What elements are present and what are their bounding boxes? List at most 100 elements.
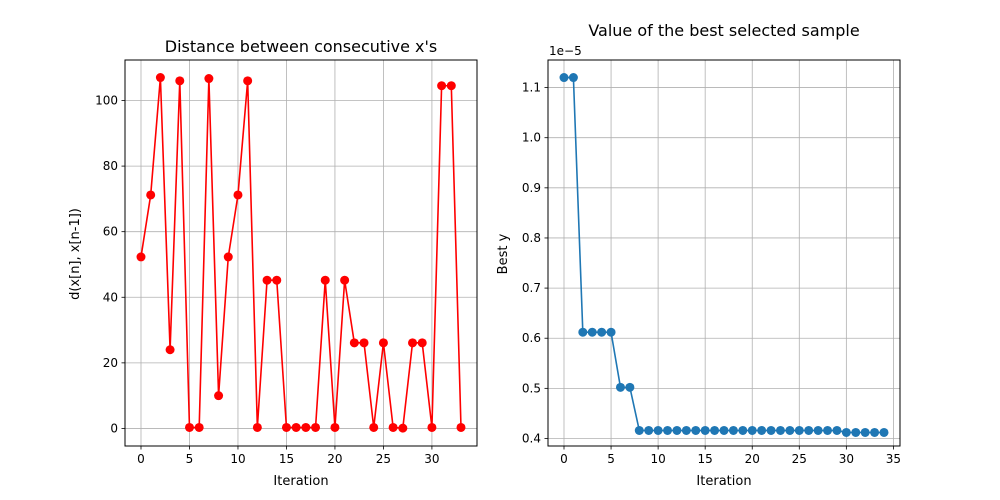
best-value-chart-data-point <box>663 425 673 435</box>
distance-chart-data-point <box>427 422 437 432</box>
distance-chart-data-point <box>175 76 185 86</box>
distance-chart: 0 5 10 15 20 25 30 0 20 40 60 80 100 Distance betwee… <box>68 37 478 489</box>
best-value-chart-data-point <box>606 327 616 337</box>
distance-chart-data-point <box>194 422 204 432</box>
best-value-chart-data-point <box>757 425 767 435</box>
distance-chart-data-point <box>262 275 272 285</box>
best-value-chart-data-point <box>644 425 654 435</box>
best-value-chart-data-point <box>832 425 842 435</box>
distance-chart-y-tick-label: 20 <box>103 356 118 370</box>
best-value-chart-x-tick-label: 15 <box>698 452 713 466</box>
distance-chart-data-point <box>369 422 379 432</box>
best-value-chart-y-tick-label: 0.5 <box>522 381 541 395</box>
best-value-chart-data-point <box>728 425 738 435</box>
distance-chart-data-point <box>408 338 418 348</box>
distance-chart-data-point <box>340 275 350 285</box>
distance-chart-data-point <box>136 252 146 262</box>
best-value-chart-data-point <box>710 425 720 435</box>
distance-chart-y-tick-label: 100 <box>95 94 118 108</box>
best-value-chart-data-point <box>738 425 748 435</box>
best-value-chart-x-tick-label: 5 <box>607 452 615 466</box>
distance-chart-x-tick-label: 20 <box>327 452 342 466</box>
distance-chart-x-tick-label: 5 <box>186 452 194 466</box>
distance-chart-x-tick-label: 30 <box>424 452 439 466</box>
distance-chart-data-point <box>359 338 369 348</box>
best-value-chart-data-point <box>625 382 635 392</box>
distance-chart-data-point <box>388 422 398 432</box>
best-value-chart-xlabel: Iteration <box>696 474 751 489</box>
distance-chart-grid <box>125 60 477 446</box>
best-value-chart-data-point <box>700 425 710 435</box>
best-value-chart-x-tick-label: 35 <box>886 452 901 466</box>
best-value-chart-data-point <box>813 425 823 435</box>
distance-chart-data-point <box>291 422 301 432</box>
distance-chart-data-point <box>378 338 388 348</box>
best-value-chart-frame <box>547 59 901 447</box>
best-value-chart-data-point <box>766 425 776 435</box>
best-value-chart-data-point <box>578 327 588 337</box>
best-value-chart-data-point <box>653 425 663 435</box>
best-value-chart-ticks: 0 5 10 15 20 25 30 35 0.4 0.5 0.6 0.7 0.8 0.9 1.0 1.1 <box>522 81 901 466</box>
best-value-chart-y-tick-label: 1.1 <box>522 81 541 95</box>
best-value-chart-data-point <box>794 425 804 435</box>
best-value-chart-data-point <box>851 427 861 437</box>
distance-chart-y-tick-label: 60 <box>103 225 118 239</box>
distance-chart-ticks: 0 5 10 15 20 25 30 0 20 40 60 80 100 <box>95 94 439 466</box>
best-value-chart-data-point <box>587 327 597 337</box>
best-value-chart-data-point <box>691 425 701 435</box>
distance-chart-data-point <box>398 423 408 433</box>
best-value-chart-data-point <box>870 427 880 437</box>
distance-chart-data-point <box>146 190 156 200</box>
best-value-chart-data-point <box>597 327 607 337</box>
distance-chart-x-tick-label: 15 <box>279 452 294 466</box>
best-value-chart-ylabel: Best y <box>496 233 511 274</box>
distance-chart-data-point <box>204 74 214 84</box>
distance-chart-data-point <box>252 422 262 432</box>
best-value-chart-data-point <box>672 425 682 435</box>
best-value-chart-data-point <box>785 425 795 435</box>
best-value-chart-data-point <box>634 425 644 435</box>
distance-chart-data-point <box>446 81 456 91</box>
distance-chart-data-point <box>155 73 165 83</box>
distance-chart-data-point <box>311 422 321 432</box>
best-value-chart: 0 5 10 15 20 25 30 35 0.4 0.5 0.6 0.7 0.8 0.9 1.0 1.1 V… <box>496 21 901 489</box>
best-value-chart-y-tick-label: 0.8 <box>522 231 541 245</box>
distance-chart-data-point <box>233 190 243 200</box>
best-value-chart-data-point <box>681 425 691 435</box>
distance-chart-ylabel: d(x[n], x[n-1]) <box>68 208 83 300</box>
best-value-chart-offset-text: 1e−5 <box>549 44 582 58</box>
best-value-chart-grid <box>548 60 900 446</box>
distance-chart-xlabel: Iteration <box>273 474 328 489</box>
best-value-chart-data-point <box>719 425 729 435</box>
best-value-chart-y-tick-label: 1.0 <box>522 131 541 145</box>
best-value-chart-data-point <box>775 425 785 435</box>
best-value-chart-title: Value of the best selected sample <box>588 21 859 40</box>
distance-chart-x-tick-label: 0 <box>137 452 145 466</box>
best-value-chart-x-tick-label: 10 <box>650 452 665 466</box>
best-value-chart-x-tick-label: 25 <box>792 452 807 466</box>
distance-chart-frame <box>124 59 478 447</box>
best-value-chart-y-tick-label: 0.4 <box>522 431 541 445</box>
distance-chart-data-point <box>417 338 427 348</box>
distance-chart-data-point <box>330 422 340 432</box>
best-value-chart-y-tick-label: 0.6 <box>522 331 541 345</box>
best-value-chart-data-point <box>804 425 814 435</box>
best-value-chart-y-tick-label: 0.7 <box>522 281 541 295</box>
best-value-chart-data-point <box>568 73 578 83</box>
distance-chart-data-point <box>320 275 330 285</box>
best-value-chart-data-point <box>823 425 833 435</box>
best-value-chart-data-point <box>559 73 569 83</box>
distance-chart-title: Distance between consecutive x's <box>165 37 437 56</box>
distance-chart-y-tick-label: 0 <box>110 421 118 435</box>
distance-chart-data-point <box>349 338 359 348</box>
distance-chart-x-tick-label: 25 <box>376 452 391 466</box>
best-value-chart-data-point <box>879 427 889 437</box>
distance-chart-data-point <box>165 345 175 355</box>
distance-chart-series-line <box>140 76 462 429</box>
distance-chart-data-point <box>301 422 311 432</box>
best-value-chart-x-tick-label: 0 <box>560 452 568 466</box>
best-value-chart-y-tick-label: 0.9 <box>522 181 541 195</box>
best-value-chart-x-tick-label: 30 <box>839 452 854 466</box>
best-value-chart-data-point <box>841 427 851 437</box>
